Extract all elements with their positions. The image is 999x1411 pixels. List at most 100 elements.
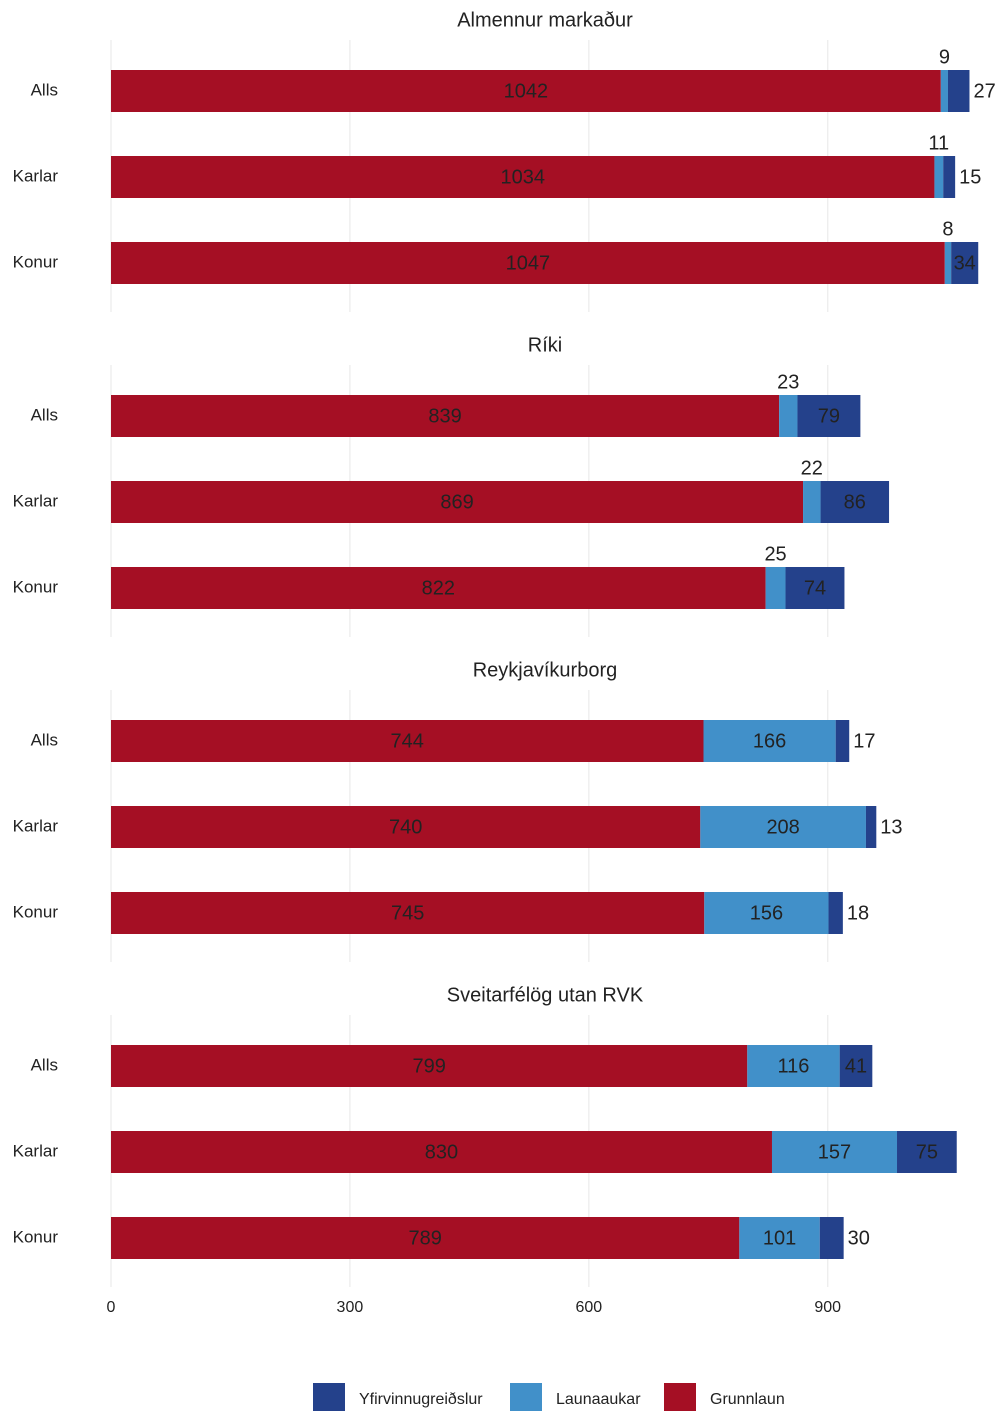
bar-segment xyxy=(934,156,944,198)
bar-segment xyxy=(897,1131,957,1173)
bar-segment xyxy=(111,567,766,609)
bar-segment xyxy=(779,395,798,437)
legend-label: Grunnlaun xyxy=(710,1391,785,1408)
x-tick-label: 0 xyxy=(107,1299,116,1316)
bar-segment xyxy=(803,481,821,523)
legend-swatch xyxy=(313,1383,345,1411)
value-label: 166 xyxy=(753,730,786,752)
bar-segment xyxy=(819,1217,844,1259)
bar-segment xyxy=(797,395,861,437)
bar-segment xyxy=(703,720,836,762)
legend-swatch xyxy=(664,1383,696,1411)
category-label: Karlar xyxy=(13,491,59,510)
value-label: 17 xyxy=(853,730,875,752)
value-label: 1034 xyxy=(500,166,545,188)
category-label: Alls xyxy=(31,405,58,424)
value-label: 30 xyxy=(848,1227,870,1249)
category-label: Konur xyxy=(13,577,59,596)
bar-segment xyxy=(111,70,941,112)
value-label: 208 xyxy=(766,816,799,838)
value-label: 740 xyxy=(389,816,422,838)
value-label: 23 xyxy=(777,371,799,393)
value-label: 41 xyxy=(845,1055,867,1077)
x-tick-label: 300 xyxy=(337,1299,364,1316)
bar-segment xyxy=(839,1045,873,1087)
bar-segment xyxy=(951,242,979,284)
value-label: 869 xyxy=(440,491,473,513)
value-label: 74 xyxy=(804,577,826,599)
bar-segment xyxy=(700,806,866,848)
bar-segment xyxy=(785,567,845,609)
value-label: 8 xyxy=(942,218,953,240)
panel-title: Reykjavíkurborg xyxy=(473,659,618,681)
value-label: 27 xyxy=(973,80,995,102)
bar-segment xyxy=(111,892,705,934)
category-label: Karlar xyxy=(13,816,59,835)
category-label: Karlar xyxy=(13,166,59,185)
value-label: 18 xyxy=(847,902,869,924)
value-label: 11 xyxy=(928,132,949,154)
bar-segment xyxy=(771,1131,898,1173)
value-label: 13 xyxy=(880,816,902,838)
value-label: 34 xyxy=(954,252,976,274)
bar-segment xyxy=(111,481,804,523)
category-label: Konur xyxy=(13,252,59,271)
bar-segment xyxy=(739,1217,820,1259)
value-label: 822 xyxy=(422,577,455,599)
category-label: Alls xyxy=(31,730,58,749)
bar-segment xyxy=(765,567,786,609)
x-tick-label: 600 xyxy=(575,1299,602,1316)
bar-segment xyxy=(111,156,935,198)
category-label: Alls xyxy=(31,1055,58,1074)
value-label: 799 xyxy=(412,1055,445,1077)
panel-title: Ríki xyxy=(528,334,562,356)
legend-swatch xyxy=(510,1383,542,1411)
bar-segment xyxy=(865,806,877,848)
legend-label: Launaaukar xyxy=(556,1391,641,1408)
value-label: 830 xyxy=(425,1141,458,1163)
value-label: 1042 xyxy=(504,80,549,102)
bar-segment xyxy=(111,1131,772,1173)
bar-segment xyxy=(947,70,970,112)
bar-segment xyxy=(111,1045,748,1087)
bar-segment xyxy=(820,481,890,523)
bar-segment xyxy=(111,242,945,284)
value-label: 15 xyxy=(959,166,981,188)
category-label: Konur xyxy=(13,902,59,921)
bar-segment xyxy=(111,395,780,437)
value-label: 22 xyxy=(801,457,823,479)
bar-segment xyxy=(111,1217,740,1259)
bar-segment xyxy=(111,806,701,848)
value-label: 744 xyxy=(391,730,424,752)
bar-segment xyxy=(940,70,948,112)
value-label: 839 xyxy=(428,405,461,427)
value-label: 75 xyxy=(916,1141,938,1163)
value-label: 745 xyxy=(391,902,424,924)
bar-segment xyxy=(111,720,704,762)
value-label: 116 xyxy=(778,1055,810,1077)
bar-segment xyxy=(747,1045,840,1087)
x-tick-label: 900 xyxy=(814,1299,841,1316)
panel-title: Sveitarfélög utan RVK xyxy=(447,984,644,1006)
bar-segment xyxy=(943,156,956,198)
value-label: 156 xyxy=(750,902,783,924)
value-label: 1047 xyxy=(506,252,551,274)
value-label: 157 xyxy=(818,1141,851,1163)
value-label: 9 xyxy=(939,46,950,68)
value-label: 86 xyxy=(844,491,866,513)
bar-segment xyxy=(835,720,850,762)
bar-segment xyxy=(944,242,952,284)
bar-segment xyxy=(704,892,829,934)
legend-label: Yfirvinnugreiðslur xyxy=(359,1391,483,1408)
category-label: Karlar xyxy=(13,1141,59,1160)
bar-segment xyxy=(828,892,843,934)
panel-title: Almennur markaður xyxy=(457,9,633,31)
category-label: Konur xyxy=(13,1227,59,1246)
value-label: 25 xyxy=(764,543,786,565)
value-label: 789 xyxy=(408,1227,441,1249)
category-label: Alls xyxy=(31,80,58,99)
value-label: 101 xyxy=(763,1227,796,1249)
value-label: 79 xyxy=(818,405,840,427)
